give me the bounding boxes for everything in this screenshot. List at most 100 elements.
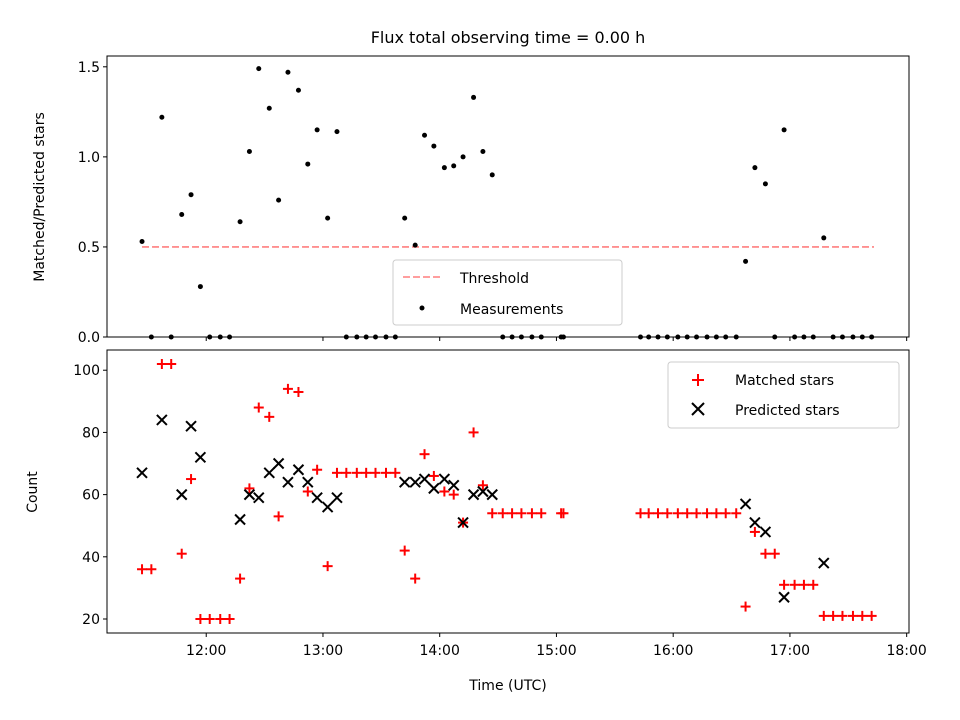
matched-stars-point: [526, 508, 537, 519]
measurements-point: [237, 219, 243, 225]
matched-stars-point: [428, 470, 439, 481]
matched-stars-point: [224, 614, 235, 625]
matched-stars-point: [186, 474, 197, 485]
matched-stars-point: [760, 548, 771, 559]
legend-predicted-swatch: [691, 402, 705, 416]
predicted-stars-point: [398, 476, 411, 488]
bottom-x-tick-label: 17:00: [770, 643, 810, 659]
matched-stars-point: [176, 548, 187, 559]
matched-stars-point: [361, 467, 372, 478]
bottom-y-axis-label: Count: [25, 471, 41, 513]
predicted-stars-point: [331, 492, 343, 504]
measurements-point: [159, 114, 165, 120]
matched-stars-point: [720, 508, 731, 519]
predicted-stars-point: [759, 526, 772, 538]
predicted-stars-point: [311, 492, 323, 504]
matched-stars-point: [497, 508, 508, 519]
predicted-stars-point: [302, 476, 314, 488]
matched-stars-point: [390, 467, 401, 478]
measurements-point: [781, 127, 787, 133]
measurements-point: [305, 161, 311, 167]
matched-stars-point: [410, 573, 421, 584]
predicted-stars-point: [321, 501, 334, 513]
bottom-y-tick-label: 40: [82, 550, 100, 566]
matched-stars-point: [341, 467, 352, 478]
bottom-legend: Matched stars Predicted stars: [667, 361, 900, 429]
matched-stars-point: [331, 467, 342, 478]
matched-stars-point: [137, 564, 148, 575]
bottom-legend-frame: [667, 361, 900, 429]
measurements-point: [314, 127, 320, 133]
measurements-point: [451, 163, 457, 169]
measurements-point: [266, 105, 272, 111]
predicted-stars-point: [818, 557, 830, 569]
matched-stars-point: [740, 601, 751, 612]
top-y-axis: 0.0 0.5 1.0 1.5: [78, 60, 107, 346]
matched-stars-point: [468, 427, 479, 438]
predicted-stars-point: [272, 457, 285, 470]
bottom-y-axis: 20 40 60 80 100: [73, 363, 107, 628]
matched-stars-point: [769, 548, 780, 559]
top-axes-frame: [106, 55, 910, 338]
top-y-tick-label: 0.5: [78, 240, 100, 256]
matched-stars-point: [156, 358, 167, 369]
matched-stars-point: [312, 464, 323, 475]
legend-measurements-label: Measurements: [460, 302, 563, 318]
matched-stars-point: [662, 508, 673, 519]
bottom-y-tick-label: 100: [73, 363, 100, 379]
predicted-stars-point: [136, 467, 148, 479]
bottom-x-tick-label: 18:00: [886, 643, 926, 659]
matched-stars-point: [691, 508, 702, 519]
matched-stars-point: [789, 579, 800, 590]
predicted-stars-point: [282, 476, 294, 488]
measurements-point: [422, 132, 428, 138]
measurements-point: [179, 212, 185, 218]
predicted-stars-point: [156, 414, 168, 426]
matched-stars-point: [516, 508, 527, 519]
predicted-stars-point: [438, 473, 451, 485]
matched-stars-point: [264, 411, 275, 422]
bottom-x-tick-label: 16:00: [653, 643, 693, 659]
predicted-stars-point: [418, 473, 431, 485]
predicted-stars-point: [477, 485, 489, 498]
predicted-stars-point: [778, 591, 790, 603]
matched-stars-point: [351, 467, 362, 478]
measurements-point: [480, 148, 486, 154]
bottom-plot-area: [136, 358, 877, 625]
matched-stars-point: [487, 508, 498, 519]
x-axis-label: Time (UTC): [468, 678, 546, 694]
matched-stars-point: [282, 383, 293, 394]
measurements-point: [489, 172, 495, 178]
measurements-point: [139, 239, 145, 245]
matched-stars-point: [448, 489, 459, 500]
matched-stars-point: [866, 610, 877, 621]
matched-stars-point: [731, 508, 742, 519]
legend-predicted-label: Predicted stars: [735, 403, 840, 419]
measurements-point: [441, 165, 447, 171]
matched-stars-point: [808, 579, 819, 590]
matched-stars-point: [399, 545, 410, 556]
predicted-stars-point: [253, 492, 265, 504]
legend-measurements-swatch: [419, 305, 425, 311]
predicted-stars-point: [194, 451, 207, 463]
bottom-axes-frame: [106, 349, 910, 634]
matched-stars-point: [818, 610, 829, 621]
measurements-point: [752, 165, 758, 171]
matched-stars-point: [749, 526, 760, 537]
measurements-point: [460, 154, 466, 160]
matched-stars-point: [798, 579, 809, 590]
bottom-x-tick-label: 15:00: [536, 643, 576, 659]
predicted-stars-point: [739, 498, 752, 510]
measurements-point: [285, 69, 291, 75]
measurements-point: [471, 94, 477, 100]
top-legend: Threshold Measurements: [392, 259, 623, 326]
measurements-point: [762, 181, 768, 187]
top-legend-frame: [392, 259, 623, 326]
measurements-point: [256, 66, 262, 72]
matched-stars-point: [293, 386, 304, 397]
predicted-stars-point: [409, 476, 421, 488]
predicted-stars-point: [292, 464, 305, 476]
measurements-point: [402, 215, 408, 221]
measurements-point: [431, 143, 437, 149]
